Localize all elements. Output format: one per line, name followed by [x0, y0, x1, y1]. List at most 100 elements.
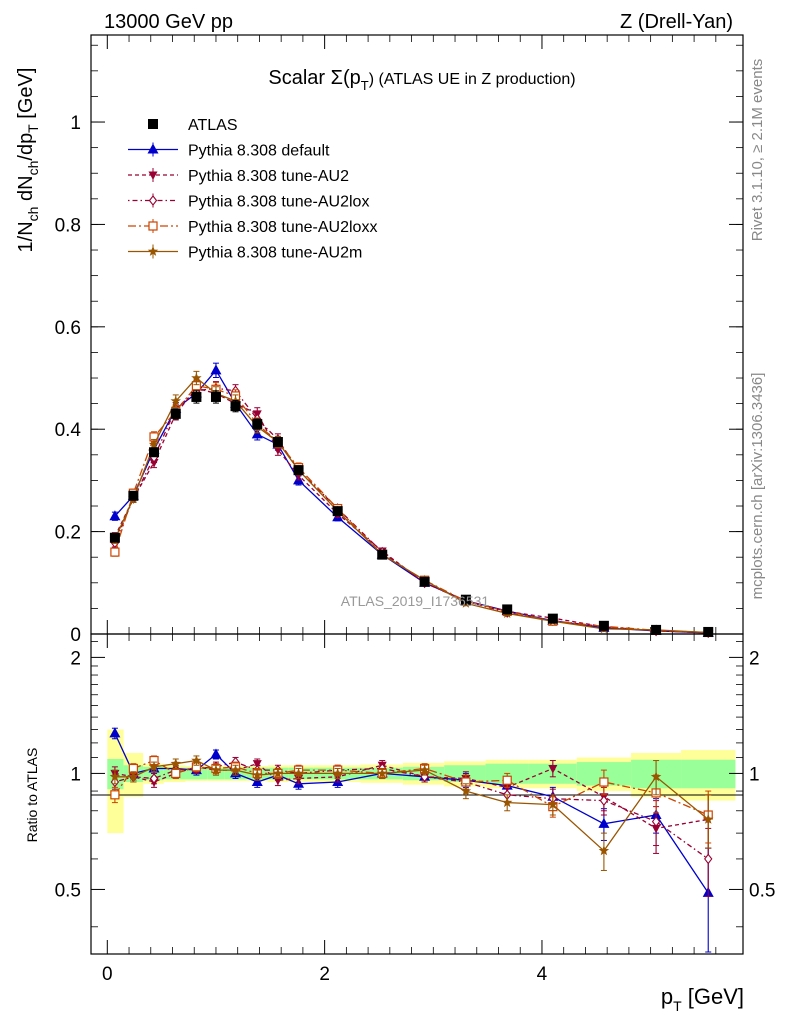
ratio-y-tick-label: 1: [70, 764, 81, 785]
data-point: [547, 613, 558, 624]
legend-marker: [147, 246, 159, 256]
main-series: [109, 362, 714, 639]
data-point: [252, 760, 262, 769]
legend-marker: [148, 221, 158, 231]
data-point: [191, 372, 202, 383]
uncertainty-band-stat: [681, 759, 736, 789]
data-point: [210, 764, 222, 775]
data-point: [651, 816, 661, 827]
x-tick-label: 2: [319, 964, 330, 985]
x-axis-label-sub: T: [673, 998, 682, 1014]
data-point: [210, 391, 221, 402]
data-point: [252, 769, 263, 780]
ratio-y-axis-label: Ratio to ATLAS: [24, 748, 40, 843]
data-point: [170, 408, 181, 419]
ratio-y-tick-label-right: 0.5: [749, 880, 775, 901]
data-point: [332, 767, 343, 778]
legend-marker: [147, 143, 159, 154]
series-atlas: [109, 390, 714, 637]
legend-item-atlas: ATLAS: [148, 117, 238, 134]
legend-item-pythia-8-308-tune-au2: Pythia 8.308 tune-AU2: [128, 168, 349, 185]
legend-marker: [148, 119, 158, 129]
data-point: [419, 764, 430, 775]
data-point: [502, 604, 513, 615]
rivet-label: Rivet 3.1.10, ≥ 2.1M events: [749, 59, 766, 242]
data-point: [149, 458, 159, 468]
header-right: Z (Drell-Yan): [620, 11, 733, 33]
y-tick-label: 0: [70, 625, 81, 646]
legend-item-pythia-8-308-default: Pythia 8.308 default: [128, 142, 330, 160]
data-point: [210, 748, 222, 759]
data-point: [128, 771, 139, 782]
data-point: [230, 401, 241, 412]
y-tick-label: 0.6: [55, 318, 81, 339]
x-axis-label: pT [GeV]: [661, 984, 744, 1014]
data-point: [149, 773, 159, 784]
data-point: [148, 761, 160, 772]
y-tick-label: 1: [70, 113, 81, 134]
data-point: [252, 419, 263, 430]
mcplots-label: mcplots.cern.ch [arXiv:1306.3436]: [749, 373, 766, 600]
data-point: [109, 510, 121, 521]
legend-marker: [148, 195, 158, 206]
chart-title-sub: T: [361, 78, 369, 93]
y-tick-label: 0.8: [55, 215, 81, 236]
data-point: [293, 767, 304, 778]
data-point: [502, 797, 513, 808]
data-point: [548, 764, 558, 774]
data-point: [377, 549, 388, 560]
data-point: [704, 853, 713, 865]
data-point: [110, 790, 120, 800]
data-point: [703, 626, 714, 637]
data-point: [110, 547, 120, 557]
series-line-pythia-8-308-default: [114, 733, 709, 894]
data-point: [272, 437, 283, 448]
data-point: [502, 775, 512, 785]
data-point: [128, 490, 139, 501]
ratio-y-tick-label: 2: [70, 648, 81, 669]
ratio-y-tick-label: 0.5: [55, 880, 81, 901]
y-tick-label: 0.2: [55, 523, 81, 544]
data-point: [599, 795, 609, 807]
data-point: [149, 447, 160, 458]
data-point: [651, 624, 662, 635]
ratio-series: [109, 727, 714, 953]
data-point: [332, 506, 343, 517]
legend-label: ATLAS: [188, 117, 238, 134]
data-point: [170, 758, 181, 769]
main-y-axis-label: 1/Nch dNch/dpT [GeV]: [15, 68, 41, 253]
ratio-plot-frame: [90, 633, 744, 955]
data-point: [598, 817, 610, 828]
data-point: [170, 395, 181, 406]
data-point: [419, 576, 430, 587]
data-point: [703, 813, 714, 824]
ratio-axis-ticks: 0.5 0.5 1 1 2 2 0 2 4: [55, 634, 775, 985]
y-tick-label: 0.4: [55, 420, 82, 441]
legend-label: Pythia 8.308 tune-AU2loxx: [188, 219, 377, 236]
x-tick-label: 4: [537, 964, 548, 985]
chart-title-rest: ) (ATLAS UE in Z production): [369, 71, 576, 88]
legend-item-pythia-8-308-tune-au2m: Pythia 8.308 tune-AU2m: [128, 244, 362, 262]
x-tick-label: 0: [102, 964, 113, 985]
legend-item-pythia-8-308-tune-au2loxx: Pythia 8.308 tune-AU2loxx: [128, 219, 377, 236]
data-point: [191, 391, 202, 402]
main-axis-ticks: 0 0.2 0.4 0.6 0.8 1: [55, 35, 743, 646]
data-point: [293, 465, 304, 476]
header-left: 13000 GeV pp: [104, 11, 233, 33]
data-point: [109, 771, 121, 782]
legend-label: Pythia 8.308 default: [188, 143, 330, 160]
data-point: [598, 845, 610, 856]
data-point: [377, 767, 388, 778]
chart-title-main: Scalar Σ(p: [268, 67, 360, 89]
data-point: [460, 594, 471, 605]
data-point: [210, 364, 222, 375]
x-axis-label-rest: [GeV]: [682, 984, 744, 1009]
legend-label: Pythia 8.308 tune-AU2: [188, 168, 349, 185]
ratio-y-tick-label-right: 2: [749, 648, 760, 669]
data-point: [171, 768, 181, 779]
data-point: [251, 776, 263, 787]
analysis-watermark: ATLAS_2019_I1736531: [341, 593, 490, 609]
data-point: [460, 785, 472, 796]
legend-item-pythia-8-308-tune-au2lox: Pythia 8.308 tune-AU2lox: [128, 193, 369, 211]
